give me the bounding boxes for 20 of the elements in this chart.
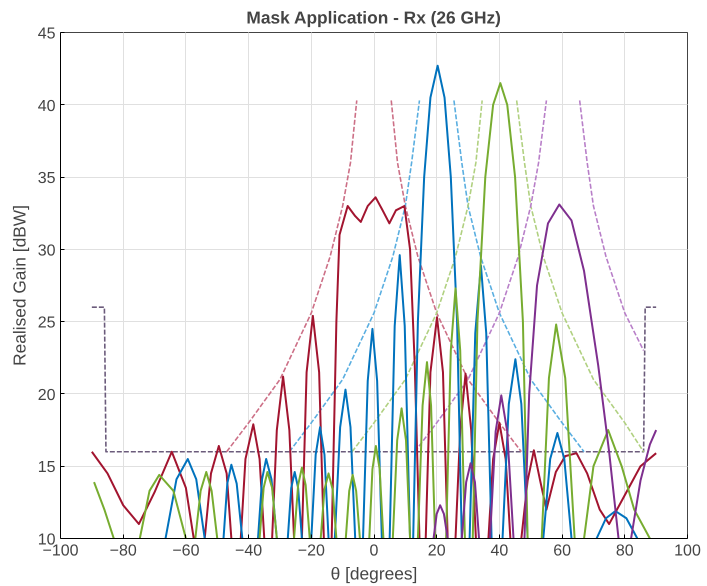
x-tick-label: 0 [370, 542, 379, 560]
y-tick-label: 15 [38, 459, 56, 476]
x-tick-label: 80 [616, 542, 634, 560]
chart-title: Mask Application - Rx (26 GHz) [246, 8, 501, 28]
x-tick-label: 40 [490, 542, 508, 560]
x-tick-label: −60 [172, 542, 200, 560]
x-axis-title: θ [degrees] [330, 564, 418, 584]
x-tick-label: −40 [235, 542, 262, 560]
x-tick-label: −80 [110, 542, 137, 560]
x-tick-label: 20 [428, 542, 446, 560]
x-tick-label: −20 [298, 542, 325, 560]
y-tick-label: 25 [38, 314, 56, 332]
y-axis-title: Realised Gain [dBW] [10, 205, 30, 366]
y-tick-label: 30 [38, 242, 56, 260]
y-tick-label: 45 [38, 26, 56, 42]
x-tick-label: 60 [553, 542, 572, 560]
y-tick-label: 20 [38, 386, 56, 404]
y-tick-label: 40 [38, 98, 56, 115]
y-tick-label: 35 [38, 170, 56, 188]
x-tick-label: 100 [674, 542, 701, 560]
